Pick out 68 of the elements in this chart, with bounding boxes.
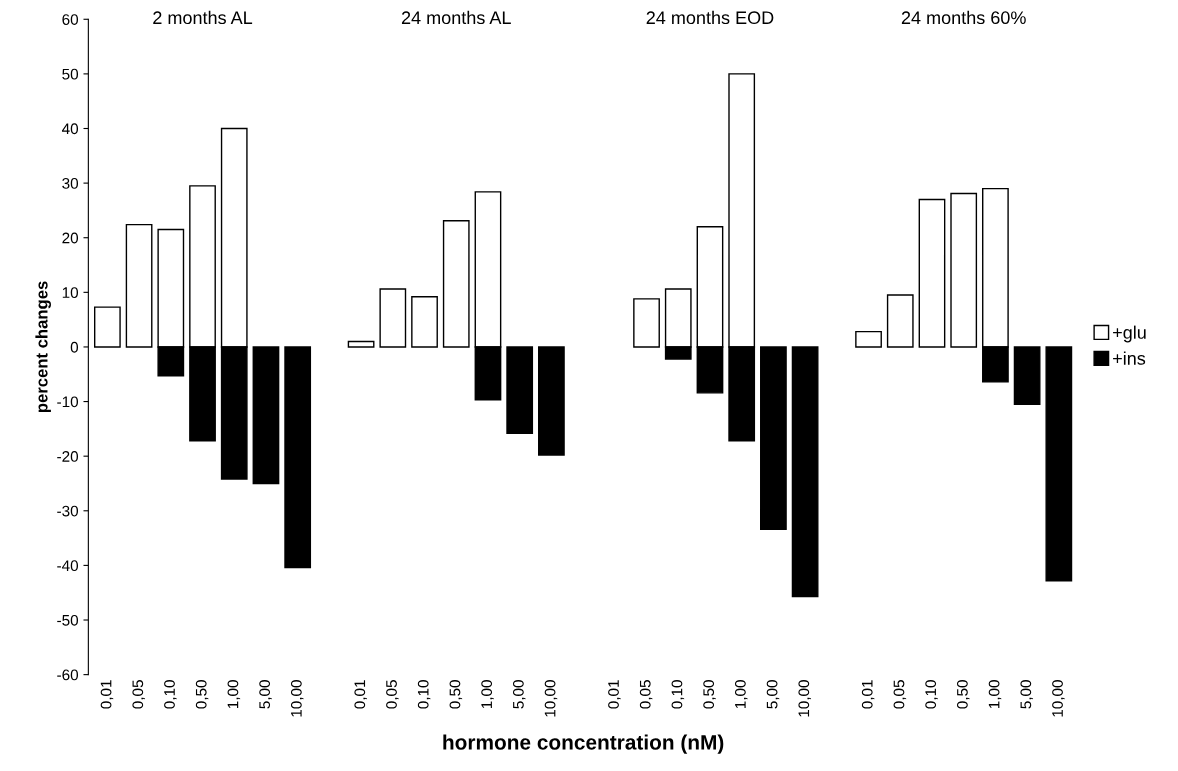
x-tick-label: 0,10 [164,680,177,709]
x-tick-label: 0,05 [386,680,399,709]
x-tick-label: 0,50 [956,680,970,709]
bar [347,340,375,348]
legend-label: +glu [1113,325,1146,343]
y-tick-label: 10 [62,287,79,299]
x-tick-label: 1,00 [734,680,748,709]
bar [379,288,407,348]
bar [93,306,121,348]
x-tick-label: 5,00 [766,680,780,709]
bar [760,346,787,531]
x-tick-label: 0,01 [354,680,368,709]
annotation: 24 months EOD [646,10,774,25]
y-tick-label: -40 [57,560,79,572]
bar [886,294,914,348]
x-tick-label: 0,05 [893,680,907,709]
x-tick-label: 0,01 [861,680,875,709]
y-axis-title: percent changes [35,281,51,413]
bar [506,346,534,434]
x-tick-label: 0,10 [417,680,431,709]
x-tick-label: 0,50 [195,680,209,709]
y-tick-label: 60 [62,14,79,25]
y-tick-label: 50 [62,68,79,80]
x-tick-label: 10,00 [1052,680,1065,717]
bar [633,298,660,348]
x-tick-label: 0,01 [608,680,621,709]
x-tick-label: 0,50 [449,680,463,709]
bar [284,346,312,569]
x-tick-label: 10,00 [544,680,558,717]
x-tick-label: 5,00 [259,680,272,709]
bar [252,346,280,485]
y-tick-label: -10 [57,396,79,408]
bar [1013,346,1041,405]
bar [1045,346,1073,582]
x-tick-label: 1,00 [227,680,241,709]
x-tick-label: 0,05 [132,680,145,709]
x-tick-label: 1,00 [988,680,1002,709]
bar [855,330,882,348]
x-tick-label: 0,10 [925,680,938,709]
y-tick-label: -30 [57,505,79,517]
x-tick-label: 5,00 [512,680,526,709]
annotation: 24 months AL [401,10,511,25]
bar [950,192,978,348]
y-tick-label: 20 [62,232,79,244]
bar [125,223,153,348]
y-tick-label: 30 [62,177,79,189]
y-tick-label: 40 [61,123,79,135]
bar [791,346,819,598]
x-tick-label: 5,00 [1020,680,1034,709]
annotation: 24 months 60% [901,10,1026,25]
x-tick-label: 10,00 [798,680,812,717]
x-tick-label: 1,00 [481,680,494,709]
y-tick-label: -60 [57,669,79,681]
y-tick-label: -20 [57,451,79,462]
x-tick-label: 10,00 [290,680,304,717]
x-tick-label: 0,10 [671,680,685,709]
y-tick-label: -50 [57,614,79,626]
x-axis-title: hormone concentration (nM) [443,734,724,754]
bar [411,296,438,348]
bar [442,220,470,348]
x-tick-label: 0,01 [100,680,114,709]
bar [918,198,946,348]
legend-label: +ins [1113,351,1146,365]
bar [538,346,565,456]
y-tick-label: 0 [70,341,79,353]
x-tick-label: 0,05 [639,680,653,709]
x-tick-label: 0,50 [703,680,716,709]
annotation: 2 months AL [153,10,253,25]
